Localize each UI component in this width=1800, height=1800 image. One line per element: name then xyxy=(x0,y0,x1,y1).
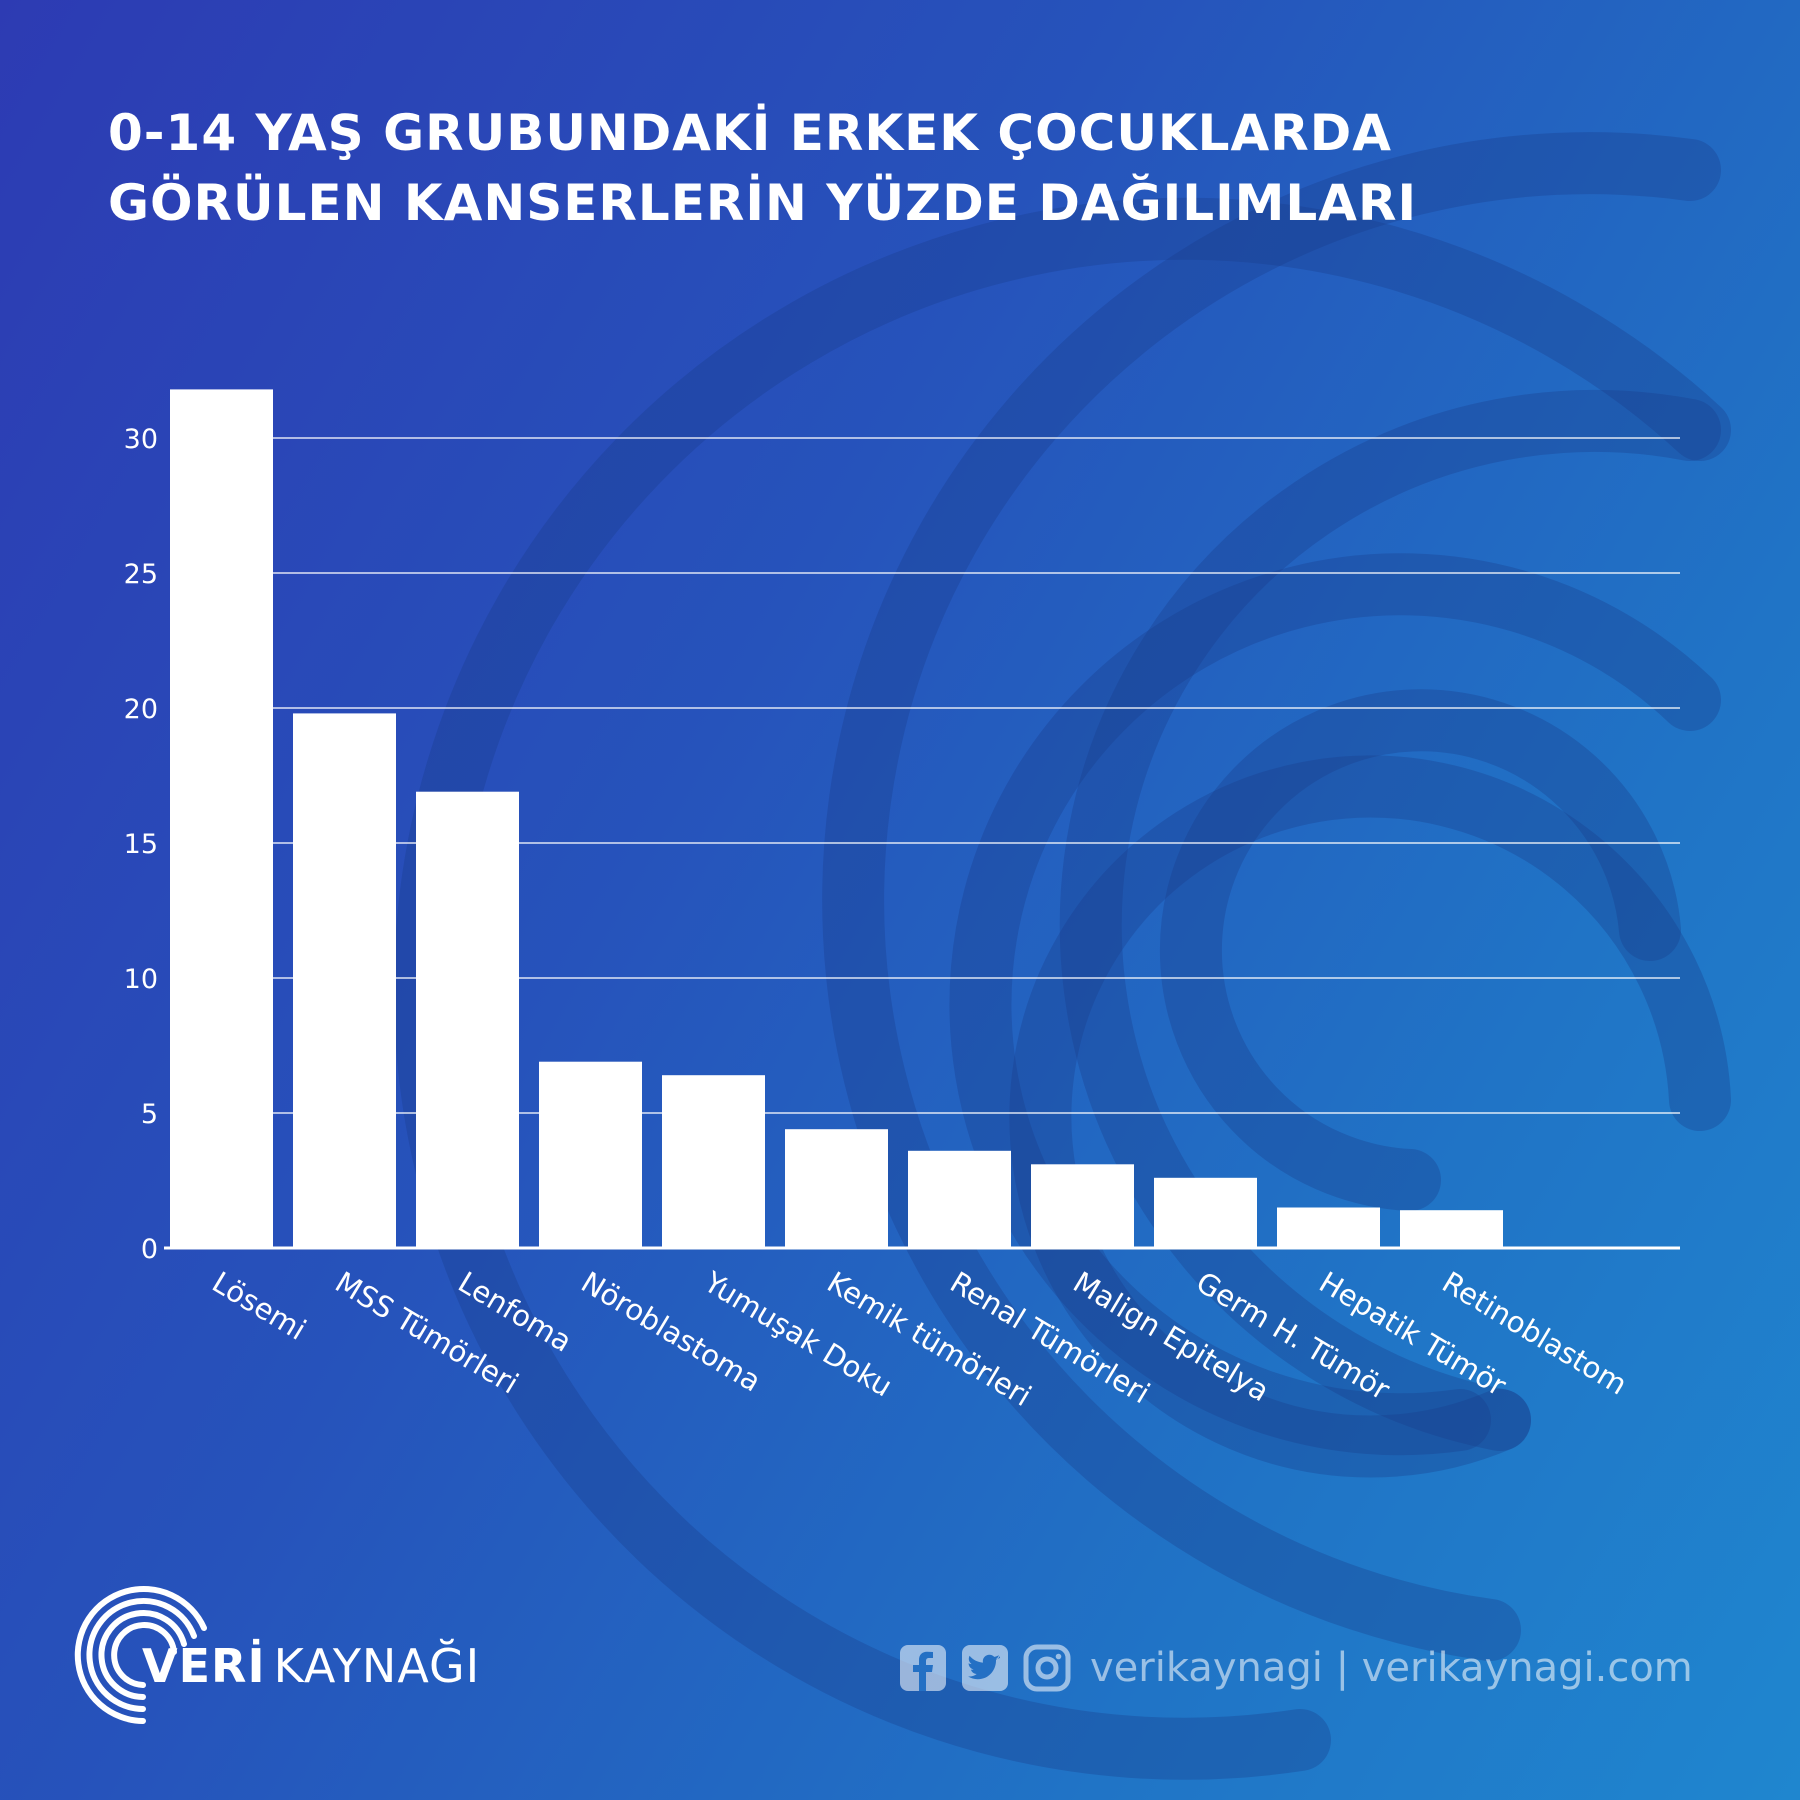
title-line-2: GÖRÜLEN KANSERLERİN YÜZDE DAĞILIMLARI xyxy=(108,174,1418,232)
social-handle-text[interactable]: verikaynagi | verikaynagi.com xyxy=(1090,1645,1693,1691)
bar xyxy=(170,389,273,1248)
y-tick-label: 5 xyxy=(141,1099,158,1130)
category-labels: Lösemi MSS TümörleriLenfomaNöroblastomaYu… xyxy=(206,1264,1633,1413)
bar xyxy=(1400,1210,1503,1248)
bar xyxy=(293,713,396,1248)
x-category-label: Renal Tümörleri xyxy=(944,1265,1155,1411)
bars xyxy=(170,389,1503,1248)
y-tick-label: 0 xyxy=(141,1234,158,1265)
bar xyxy=(416,791,519,1248)
bar xyxy=(1031,1164,1134,1248)
y-tick-label: 25 xyxy=(124,559,158,590)
bar xyxy=(539,1061,642,1248)
x-category-label: Lösemi xyxy=(206,1265,312,1347)
title-line-1: 0-14 YAŞ GRUBUNDAKİ ERKEK ÇOCUKLARDA xyxy=(108,104,1392,162)
brand-kaynagi: KAYNAĞI xyxy=(273,1639,481,1693)
facebook-icon[interactable] xyxy=(898,1643,948,1693)
y-tick-label: 30 xyxy=(124,424,158,455)
veri-kaynagi-logo-icon xyxy=(74,1586,207,1724)
bar xyxy=(662,1075,765,1248)
brand-veri: VERİ xyxy=(142,1639,266,1693)
bar xyxy=(785,1129,888,1248)
y-tick-label: 20 xyxy=(124,694,158,725)
y-tick-label: 10 xyxy=(124,964,158,995)
twitter-icon[interactable] xyxy=(960,1643,1010,1693)
brand-name: VERİ KAYNAĞI xyxy=(142,1639,480,1693)
x-category-label: Kemik tümörleri xyxy=(821,1265,1037,1413)
y-tick-label: 15 xyxy=(124,829,158,860)
bar xyxy=(1277,1207,1380,1248)
chart-title: 0-14 YAŞ GRUBUNDAKİ ERKEK ÇOCUKLARDA GÖR… xyxy=(108,98,1417,238)
bar xyxy=(908,1150,1011,1248)
instagram-icon[interactable] xyxy=(1022,1643,1072,1693)
bar xyxy=(1154,1177,1257,1248)
social-footer: verikaynagi | verikaynagi.com xyxy=(898,1640,1693,1696)
